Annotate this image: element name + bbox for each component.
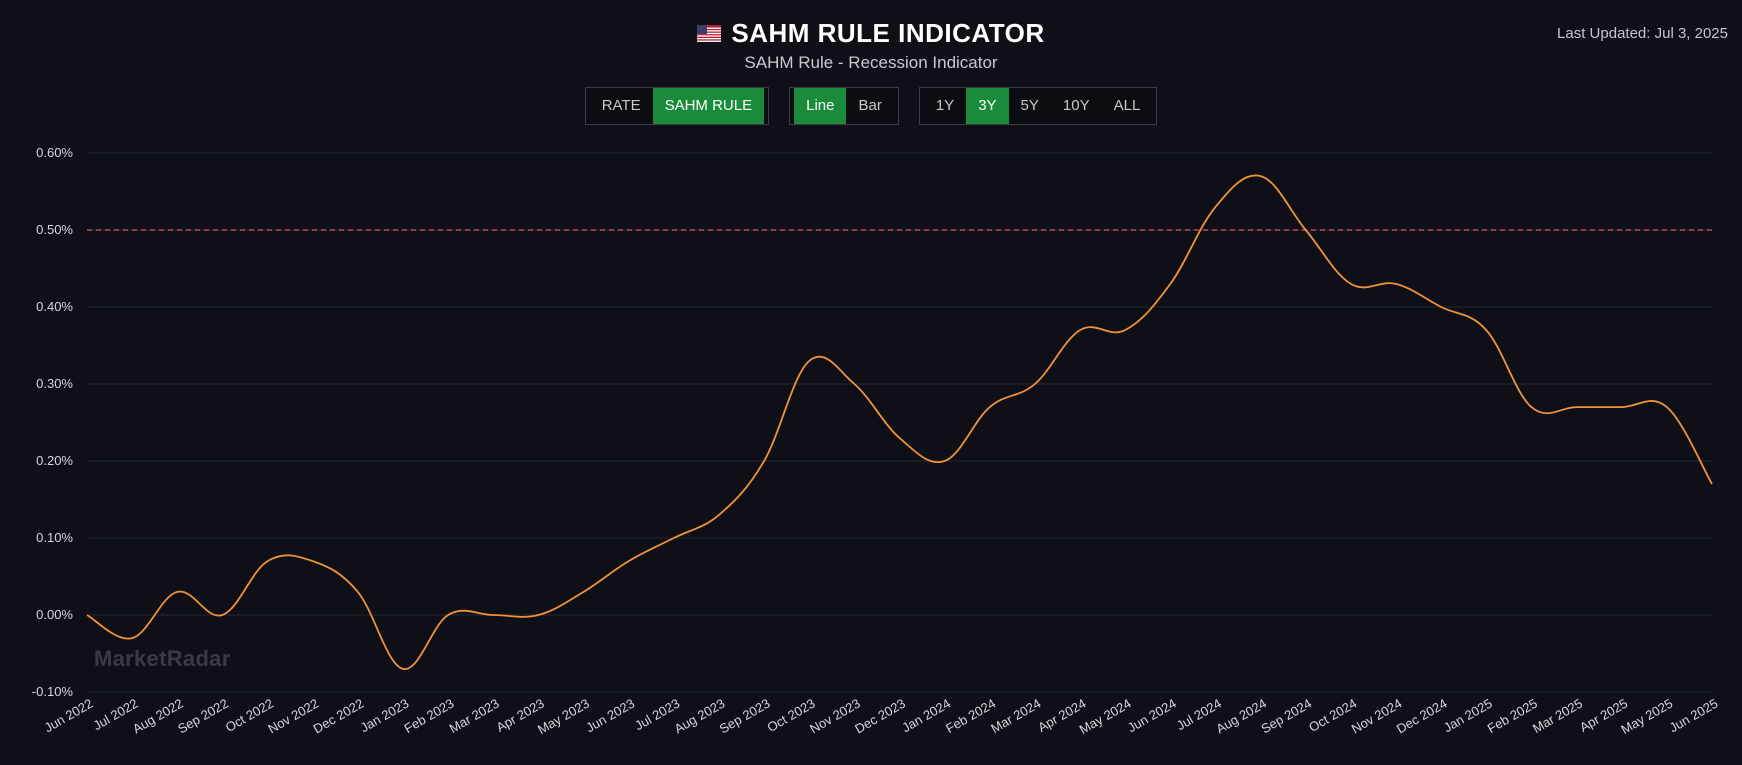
y-tick-label: 0.60% [36, 145, 73, 160]
last-updated: Last Updated: Jul 3, 2025 [1557, 25, 1728, 42]
x-tick-label: Nov 2023 [807, 696, 863, 737]
x-tick-label: Nov 2024 [1349, 696, 1405, 737]
x-tick-label: Jan 2025 [1441, 696, 1495, 736]
x-tick-label: Jun 2023 [583, 696, 637, 736]
y-tick-label: 0.50% [36, 222, 73, 237]
title-text: SAHM RULE INDICATOR [731, 18, 1045, 48]
x-tick-label: Mar 2023 [447, 696, 502, 736]
y-tick-label: 0.40% [36, 299, 73, 314]
x-tick-label: Aug 2023 [672, 696, 728, 737]
x-tick-label: Jan 2023 [358, 696, 412, 736]
y-tick-label: -0.10% [32, 684, 74, 699]
x-tick-label: Nov 2022 [265, 696, 321, 737]
x-tick-label: Aug 2024 [1213, 696, 1269, 737]
range-all-button[interactable]: ALL [1113, 97, 1141, 114]
y-tick-label: 0.20% [36, 453, 73, 468]
y-tick-label: 0.10% [36, 530, 73, 545]
metric-toggle: RATE SAHM RULE [584, 87, 770, 125]
line-button[interactable]: Line [794, 88, 847, 124]
x-tick-label: Mar 2024 [988, 696, 1043, 736]
chart-header: SAHM RULE INDICATOR SAHM Rule - Recessio… [0, 0, 1742, 140]
range-5y-button[interactable]: 5Y [1020, 97, 1039, 114]
bar-button[interactable]: Bar [858, 97, 882, 114]
x-tick-label: Mar 2025 [1530, 696, 1585, 736]
x-tick-label: Dec 2024 [1394, 696, 1450, 737]
page-subtitle: SAHM Rule - Recession Indicator [744, 53, 998, 72]
range-1y-button[interactable]: 1Y [935, 97, 955, 114]
x-tick-label: Dec 2023 [852, 696, 908, 737]
x-tick-label: May 2024 [1077, 696, 1134, 738]
x-tick-label: Feb 2025 [1485, 696, 1540, 736]
range-3y-button[interactable]: 3Y [966, 88, 1009, 124]
sahm-series-line [86, 174, 1713, 670]
x-tick-label: Jun 2025 [1667, 696, 1721, 736]
page-title: SAHM RULE INDICATOR [697, 18, 1044, 49]
x-tick-label: May 2023 [535, 696, 592, 738]
x-tick-label: Jan 2024 [899, 696, 953, 736]
us-flag-icon [697, 25, 722, 42]
chart-controls: RATE SAHM RULE Line Bar 1Y 3Y 5Y 10Y ALL [0, 87, 1742, 125]
x-tick-label: Dec 2022 [311, 696, 367, 737]
x-tick-label: Sep 2024 [1258, 696, 1314, 737]
rate-button[interactable]: RATE [601, 97, 641, 114]
x-tick-label: Feb 2023 [401, 696, 456, 736]
range-10y-button[interactable]: 10Y [1062, 97, 1090, 114]
range-toggle: 1Y 3Y 5Y 10Y ALL [918, 87, 1158, 125]
chart-type-toggle: Line Bar [789, 87, 899, 125]
marketradar-watermark: MarketRadar [94, 646, 231, 671]
x-tick-label: Aug 2022 [130, 696, 186, 737]
x-tick-label: Jun 2024 [1125, 696, 1179, 736]
y-tick-label: 0.30% [36, 376, 73, 391]
x-tick-label: May 2025 [1618, 696, 1675, 738]
x-tick-label: Feb 2024 [943, 696, 998, 736]
sahm-rule-button[interactable]: SAHM RULE [652, 88, 765, 124]
x-tick-label: Sep 2023 [717, 696, 773, 737]
y-tick-label: 0.00% [36, 607, 73, 622]
x-tick-label: Sep 2022 [175, 696, 231, 737]
x-tick-label: Jun 2022 [42, 696, 96, 736]
